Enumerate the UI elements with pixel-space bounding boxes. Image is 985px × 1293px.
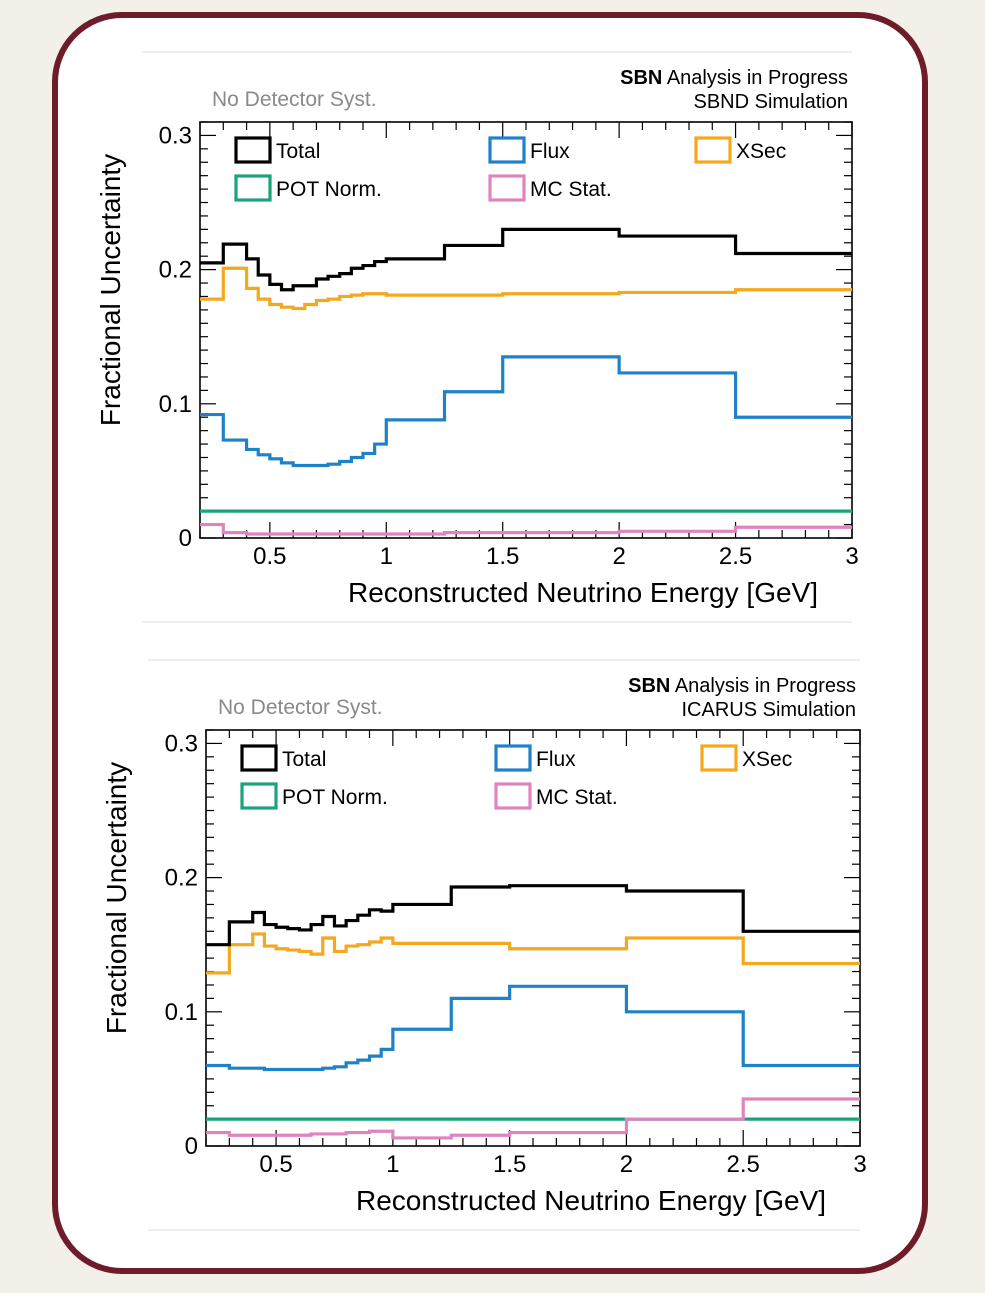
legend-label-pot-norm: POT Norm. — [282, 786, 388, 809]
legend-swatch-flux — [488, 136, 526, 164]
y-tick-label: 0.2 — [159, 257, 192, 284]
x-tick-label: 2 — [620, 1151, 633, 1178]
x-tick-label: 0.5 — [259, 1151, 292, 1178]
legend-label-mc-stat: MC Stat. — [536, 786, 618, 809]
legend-swatch-mc-stat — [488, 174, 526, 202]
legend-label-flux: Flux — [536, 748, 576, 771]
analysis-status-label: SBN Analysis in Progress — [628, 675, 856, 697]
analysis-status-text: Analysis in Progress — [670, 675, 856, 697]
series-xsec-line — [206, 932, 860, 975]
legend-swatch-total — [240, 744, 278, 772]
x-tick-label: 1 — [386, 1151, 399, 1178]
legend-label-mc-stat: MC Stat. — [530, 178, 612, 201]
series-total-line — [200, 227, 852, 292]
legend-swatch-total — [234, 136, 272, 164]
detector-syst-note: No Detector Syst. — [212, 88, 377, 111]
collaboration-label: SBN — [620, 67, 662, 89]
collaboration-label: SBN — [628, 675, 670, 697]
x-axis-title: Reconstructed Neutrino Energy [GeV] — [356, 1185, 826, 1216]
legend-swatch-pot-norm — [240, 782, 278, 810]
y-tick-label: 0.2 — [165, 865, 198, 892]
detector-syst-note: No Detector Syst. — [218, 696, 383, 719]
analysis-status-label: SBN Analysis in Progress — [620, 67, 848, 89]
y-axis-title: Fractional Uncertainty — [95, 154, 126, 426]
series-mc-stat-line — [200, 522, 852, 536]
legend-label-xsec: XSec — [736, 140, 786, 163]
x-tick-label: 1.5 — [493, 1151, 526, 1178]
series-total-line — [206, 884, 860, 947]
legend-label-flux: Flux — [530, 140, 570, 163]
series-flux-line — [206, 984, 860, 1072]
legend-swatch-pot-norm — [234, 174, 272, 202]
x-tick-label: 2 — [612, 543, 625, 570]
x-tick-label: 2.5 — [727, 1151, 760, 1178]
x-tick-label: 2.5 — [719, 543, 752, 570]
legend-swatch-xsec — [694, 136, 732, 164]
legend-label-total: Total — [276, 140, 320, 163]
x-tick-label: 3 — [853, 1151, 866, 1178]
legend-label-pot-norm: POT Norm. — [276, 178, 382, 201]
y-tick-label: 0.1 — [159, 391, 192, 418]
legend-label-xsec: XSec — [742, 748, 792, 771]
legend-swatch-flux — [494, 744, 532, 772]
series-xsec-line — [200, 266, 852, 311]
x-tick-label: 3 — [845, 543, 858, 570]
y-tick-label: 0.1 — [165, 999, 198, 1026]
x-axis-title: Reconstructed Neutrino Energy [GeV] — [348, 577, 818, 608]
experiment-label: ICARUS Simulation — [681, 699, 856, 721]
slide-frame — [52, 12, 928, 1274]
series-flux-line — [200, 355, 852, 468]
y-tick-label: 0.3 — [159, 122, 192, 149]
x-tick-label: 0.5 — [253, 543, 286, 570]
experiment-label: SBND Simulation — [693, 91, 848, 113]
y-tick-label: 0 — [179, 525, 192, 552]
x-tick-label: 1 — [380, 543, 393, 570]
y-tick-label: 0.3 — [165, 730, 198, 757]
analysis-status-text: Analysis in Progress — [662, 67, 848, 89]
legend-swatch-mc-stat — [494, 782, 532, 810]
legend-label-total: Total — [282, 748, 326, 771]
series-mc-stat-line — [206, 1097, 860, 1140]
y-tick-label: 0 — [185, 1133, 198, 1160]
y-axis-title: Fractional Uncertainty — [101, 762, 132, 1034]
legend-swatch-xsec — [700, 744, 738, 772]
x-tick-label: 1.5 — [486, 543, 519, 570]
